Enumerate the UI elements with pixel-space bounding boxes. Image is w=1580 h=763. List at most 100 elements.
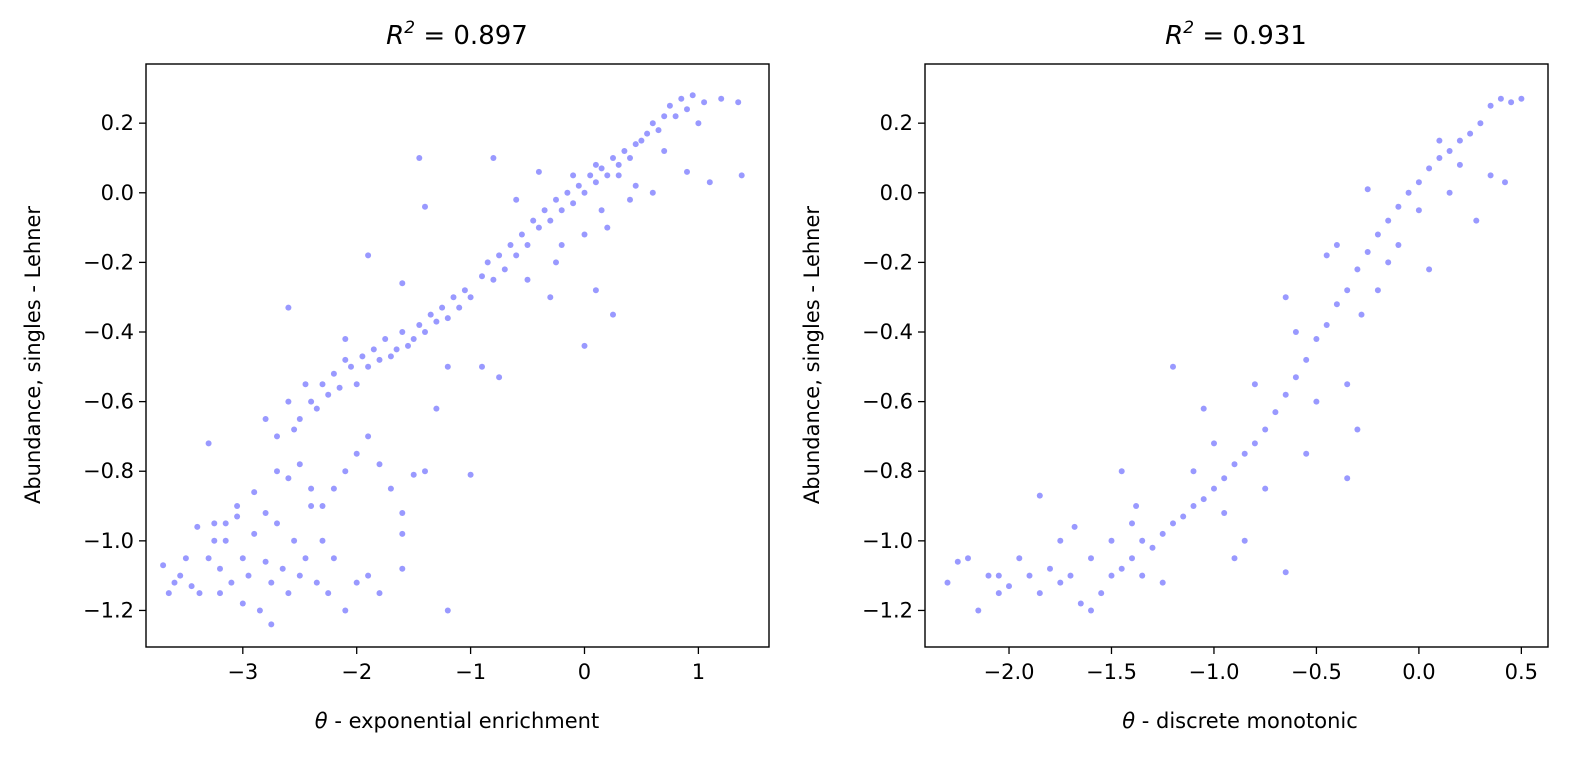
data-point xyxy=(444,363,451,370)
data-point xyxy=(558,207,565,214)
data-point xyxy=(553,196,559,203)
data-point xyxy=(1088,555,1094,562)
data-point xyxy=(302,555,309,562)
data-point xyxy=(1292,374,1299,381)
data-point xyxy=(365,433,372,440)
data-point xyxy=(268,621,275,628)
data-point xyxy=(1129,520,1135,527)
data-point xyxy=(1067,572,1074,579)
data-point xyxy=(1211,440,1217,447)
data-point xyxy=(330,370,337,377)
data-point xyxy=(387,485,394,492)
points-group-left xyxy=(160,92,745,628)
data-point xyxy=(319,537,326,544)
y-tick-label-left: 0.0 xyxy=(101,181,134,205)
data-point xyxy=(467,471,474,478)
data-point xyxy=(944,579,951,586)
data-point xyxy=(1057,537,1064,544)
data-point xyxy=(644,130,651,137)
data-point xyxy=(496,374,503,381)
data-point xyxy=(353,381,360,388)
data-point xyxy=(632,141,639,148)
data-point xyxy=(268,579,275,586)
data-point xyxy=(1272,409,1279,416)
data-point xyxy=(1211,485,1217,492)
data-point xyxy=(1333,301,1340,308)
x-tick-label-left: 0 xyxy=(578,660,591,684)
y-tick-label-right: −1.0 xyxy=(862,529,913,553)
data-point xyxy=(541,207,548,214)
data-point xyxy=(1071,523,1078,530)
data-point xyxy=(1190,503,1197,509)
data-point xyxy=(1200,496,1207,503)
data-point xyxy=(553,259,559,266)
y-tick-label-right: −0.4 xyxy=(862,320,913,344)
data-point xyxy=(592,161,599,168)
data-point xyxy=(530,217,537,224)
data-point xyxy=(496,252,503,259)
data-point xyxy=(313,405,320,412)
data-point xyxy=(342,607,349,614)
data-point xyxy=(205,440,212,447)
y-tick-label-left: −1.2 xyxy=(83,598,134,622)
data-point xyxy=(285,398,292,405)
data-point xyxy=(655,127,662,134)
x-axis-label-left: θ - exponential enrichment xyxy=(315,709,599,733)
data-point xyxy=(296,416,303,422)
data-point xyxy=(718,95,725,102)
data-point xyxy=(234,503,241,509)
data-point xyxy=(365,572,372,579)
data-point xyxy=(1231,555,1238,562)
data-point xyxy=(1426,266,1433,273)
data-point xyxy=(399,565,406,572)
data-point xyxy=(581,342,588,349)
data-point xyxy=(587,172,594,179)
data-point xyxy=(165,590,172,597)
data-point xyxy=(399,329,406,335)
data-point xyxy=(1497,95,1504,102)
data-point xyxy=(234,513,241,520)
data-point xyxy=(1262,426,1269,433)
data-point xyxy=(1006,583,1012,590)
data-point xyxy=(1251,440,1258,447)
data-point xyxy=(632,182,639,189)
data-point xyxy=(348,363,354,370)
x-tick-label-left: 1 xyxy=(692,660,705,684)
data-point xyxy=(1159,530,1166,537)
data-point xyxy=(1358,311,1365,318)
data-point xyxy=(285,304,292,311)
data-point xyxy=(245,572,252,579)
data-point xyxy=(975,607,982,614)
chart-title-left: R2 = 0.897 xyxy=(386,18,528,51)
data-point xyxy=(365,363,372,370)
x-tick-label-right: 0.0 xyxy=(1402,660,1435,684)
data-point xyxy=(1036,492,1043,499)
data-point xyxy=(678,95,685,102)
data-point xyxy=(738,172,745,179)
y-axis-label-left: Abundance, singles - Lehner xyxy=(21,206,45,504)
data-point xyxy=(274,433,280,440)
data-point xyxy=(547,294,554,301)
y-tick-label-right: −1.2 xyxy=(862,598,913,622)
data-point xyxy=(1446,148,1453,154)
data-point xyxy=(1467,130,1474,137)
data-point xyxy=(581,231,588,238)
data-point xyxy=(416,322,423,328)
data-point xyxy=(262,510,269,516)
data-point xyxy=(285,475,292,482)
data-point xyxy=(1333,242,1340,248)
data-point xyxy=(1139,537,1146,544)
data-point xyxy=(581,189,588,196)
data-point xyxy=(1190,468,1197,475)
data-point xyxy=(1088,607,1094,614)
x-axis-label-right: θ - discrete monotonic xyxy=(1122,709,1358,733)
data-point xyxy=(649,120,656,127)
x-tick-label-left: −2 xyxy=(341,660,372,684)
data-point xyxy=(416,155,423,161)
data-point xyxy=(1436,137,1443,144)
y-tick-label-right: 0.0 xyxy=(880,181,913,205)
data-point xyxy=(376,590,383,597)
data-point xyxy=(575,182,582,189)
data-point xyxy=(615,172,622,179)
